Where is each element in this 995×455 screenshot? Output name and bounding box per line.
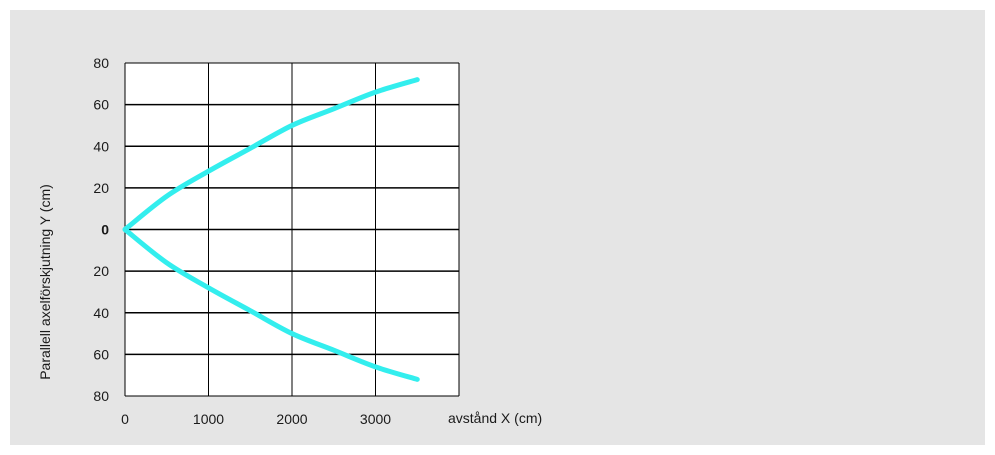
x-tick-label: 0 — [121, 411, 129, 427]
chart-panel: 0 1000 2000 3000 80 60 40 20 0 20 40 60 80 avstånd … — [10, 10, 985, 445]
upper-series-line — [122, 77, 420, 232]
y-tick-label: 20 — [93, 180, 109, 196]
x-axis-label: avstånd X (cm) — [448, 410, 542, 426]
x-tick-label: 3000 — [360, 411, 391, 427]
y-tick-label: 60 — [93, 346, 109, 362]
y-tick-label: 80 — [93, 55, 109, 71]
y-tick-label: 80 — [93, 388, 109, 404]
y-tick-label: 40 — [93, 305, 109, 321]
y-tick-label: 60 — [93, 97, 109, 113]
series-lines — [122, 77, 420, 382]
chart: 0 1000 2000 3000 80 60 40 20 0 20 40 60 80 avstånd … — [37, 55, 542, 427]
x-tick-label: 1000 — [193, 411, 224, 427]
x-tick-labels: 0 1000 2000 3000 — [121, 411, 391, 427]
lower-series-line — [122, 227, 420, 382]
y-tick-label: 40 — [93, 138, 109, 154]
y-tick-label: 0 — [101, 222, 109, 238]
y-axis-label: Parallell axelförskjutning Y (cm) — [37, 184, 53, 380]
grid — [124, 62, 460, 397]
x-tick-label: 2000 — [276, 411, 307, 427]
y-tick-labels: 80 60 40 20 0 20 40 60 80 — [93, 55, 109, 404]
y-tick-label: 20 — [93, 263, 109, 279]
